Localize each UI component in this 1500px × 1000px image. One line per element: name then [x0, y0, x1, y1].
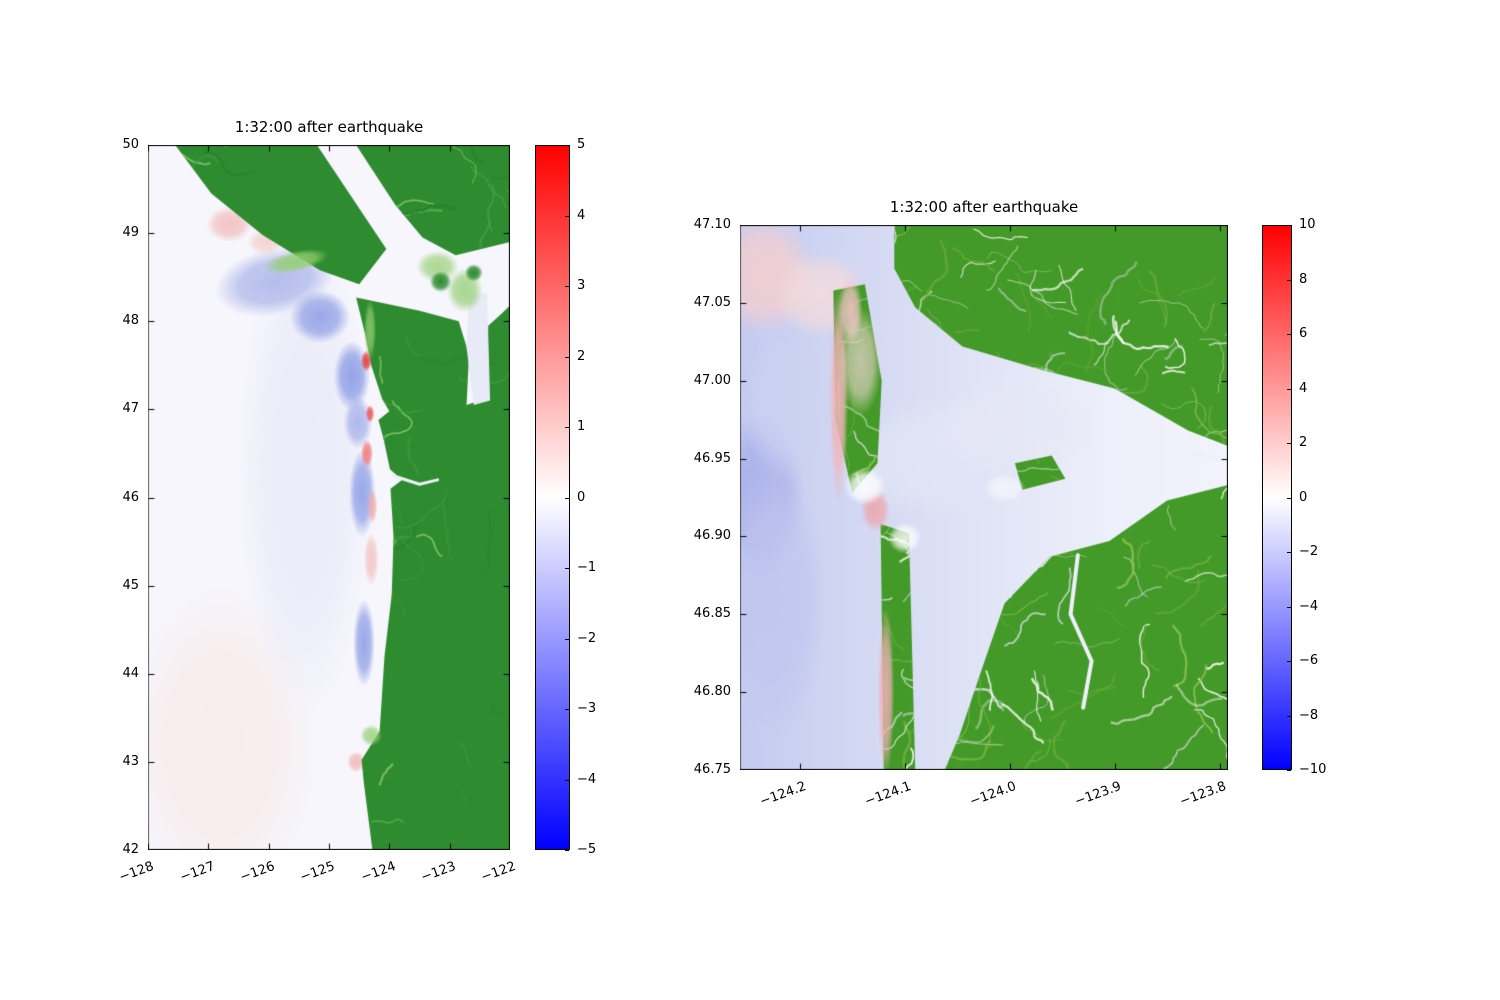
colorbar-tick-mark	[1287, 280, 1291, 281]
y-tick-label: 49	[122, 225, 139, 241]
colorbar-tick-label: 10	[1299, 217, 1316, 232]
x-tick-label: −123	[419, 859, 458, 886]
y-tick-label: 43	[122, 753, 139, 769]
colorbar-overview	[535, 145, 570, 850]
colorbar-tick-mark	[565, 357, 569, 358]
x-tick-label: −125	[298, 859, 338, 886]
x-tick-label: −124.2	[757, 779, 808, 810]
x-tick-label: −123.9	[1072, 779, 1123, 810]
colorbar-tick-mark	[1287, 334, 1291, 335]
x-tick-label: −124.0	[967, 779, 1018, 810]
colorbar-tick-label: 4	[577, 207, 586, 223]
y-tick-label: 44	[122, 665, 139, 681]
colorbar-tick-mark	[1287, 661, 1291, 662]
x-tick-label: −123.8	[1177, 779, 1228, 810]
x-tick-label: −122	[479, 859, 519, 886]
colorbar-tick-mark	[565, 145, 569, 146]
colorbar-tick-label: −3	[577, 701, 597, 716]
y-tick-label: 45	[122, 577, 139, 593]
colorbar-tick-mark	[565, 568, 569, 569]
colorbar-tick-label: 0	[577, 489, 586, 505]
colorbar-tick-label: 0	[1299, 489, 1308, 505]
map-canvas-overview	[148, 145, 510, 850]
colorbar-tick-label: −5	[577, 842, 597, 857]
y-tick-label: 50	[122, 137, 139, 152]
colorbar-tick-mark	[1287, 498, 1291, 499]
colorbar-tick-label: 5	[577, 137, 586, 152]
colorbar-tick-label: 3	[577, 278, 586, 293]
colorbar-tick-label: −8	[1299, 707, 1319, 723]
y-tick-label: 47.00	[693, 372, 731, 388]
colorbar-tick-mark	[565, 709, 569, 710]
colorbar-tick-label: −2	[1299, 544, 1319, 559]
colorbar-tick-label: −1	[577, 560, 597, 575]
y-tick-label: 46.80	[693, 684, 731, 700]
colorbar-zoom	[1262, 225, 1292, 770]
colorbar-tick-label: −2	[577, 630, 597, 646]
colorbar-tick-label: −10	[1299, 762, 1327, 777]
colorbar-tick-mark	[565, 427, 569, 428]
colorbar-tick-label: −4	[1299, 598, 1319, 614]
colorbar-tick-mark	[1287, 225, 1291, 226]
colorbar-tick-mark	[565, 286, 569, 287]
colorbar-tick-mark	[1287, 716, 1291, 717]
y-tick-label: 47	[122, 401, 139, 417]
colorbar-tick-mark	[565, 850, 569, 851]
colorbar-tick-label: 2	[577, 348, 586, 364]
colorbar-tick-mark	[565, 780, 569, 781]
plot-title-zoom: 1:32:00 after earthquake	[889, 198, 1079, 216]
y-tick-label: 48	[122, 313, 139, 329]
colorbar-tick-mark	[1287, 389, 1291, 390]
x-tick-label: −126	[238, 859, 277, 886]
x-tick-label: −128	[117, 859, 157, 886]
y-tick-label: 47.05	[693, 294, 731, 310]
x-tick-label: −124	[358, 859, 398, 886]
y-tick-label: 46.75	[693, 762, 731, 777]
x-tick-label: −124.1	[862, 779, 913, 810]
colorbar-tick-mark	[1287, 552, 1291, 553]
colorbar-tick-label: 2	[1299, 435, 1308, 450]
colorbar-tick-mark	[1287, 443, 1291, 444]
colorbar-tick-label: 1	[577, 419, 586, 434]
y-tick-label: 46.90	[693, 528, 731, 544]
colorbar-tick-mark	[1287, 770, 1291, 771]
y-tick-label: 42	[122, 842, 139, 857]
plot-title-overview: 1:32:00 after earthquake	[234, 118, 424, 136]
y-tick-label: 46.95	[693, 450, 731, 466]
colorbar-tick-label: 6	[1299, 326, 1308, 341]
y-tick-label: 46.85	[693, 606, 731, 622]
y-tick-label: 47.10	[693, 217, 731, 232]
colorbar-tick-label: −6	[1299, 653, 1319, 668]
colorbar-tick-mark	[565, 639, 569, 640]
y-tick-label: 46	[122, 489, 139, 505]
map-canvas-zoom	[740, 225, 1228, 770]
colorbar-tick-label: −4	[577, 771, 597, 787]
x-tick-label: −127	[177, 859, 217, 886]
colorbar-tick-label: 4	[1299, 380, 1308, 396]
colorbar-tick-mark	[565, 216, 569, 217]
colorbar-tick-mark	[1287, 607, 1291, 608]
colorbar-tick-mark	[565, 498, 569, 499]
colorbar-tick-label: 8	[1299, 271, 1308, 287]
